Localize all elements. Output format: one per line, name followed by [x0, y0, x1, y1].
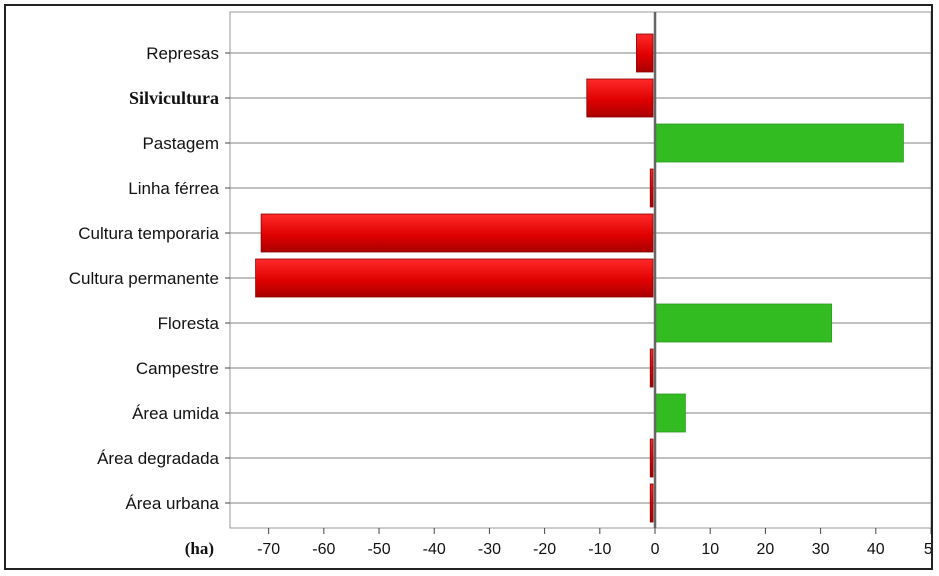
- x-tick-label: 5(: [924, 541, 931, 558]
- bar-chart: Represas Silvicultura Pastagem Linha férrea…: [69, 11, 931, 558]
- bar: [649, 483, 654, 523]
- bar: [654, 303, 833, 343]
- category-label: Silvicultura: [129, 88, 219, 108]
- x-tick-label: 40: [867, 541, 885, 558]
- category-label: Área umida: [132, 404, 219, 423]
- category-label: Cultura temporaria: [78, 224, 219, 243]
- bars: [255, 33, 904, 523]
- category-labels: Represas Silvicultura Pastagem Linha férrea…: [69, 44, 220, 513]
- x-tick-label: -50: [367, 541, 390, 558]
- category-label: Linha férrea: [128, 179, 219, 198]
- category-label: Pastagem: [142, 134, 219, 153]
- x-tick-label: 0: [651, 541, 660, 558]
- bar: [636, 33, 654, 73]
- x-tick-label: -70: [257, 541, 280, 558]
- bar: [654, 123, 904, 163]
- bar: [260, 213, 654, 253]
- tick-labels: -70 -60 -50 -40 -30 -20 -10 0 10 20 30 40 5(: [257, 541, 931, 558]
- x-tick-label: 10: [701, 541, 719, 558]
- x-tick-label: -10: [588, 541, 611, 558]
- category-label: Área degradada: [97, 449, 219, 468]
- x-tick-label: 20: [757, 541, 775, 558]
- bar: [649, 348, 654, 388]
- x-tick-label: 30: [812, 541, 830, 558]
- x-tick-label: -60: [312, 541, 335, 558]
- bar: [255, 258, 654, 298]
- chart-frame: Represas Silvicultura Pastagem Linha férrea…: [4, 4, 933, 570]
- bar: [586, 78, 654, 118]
- unit-label: (ha): [185, 539, 214, 558]
- category-label: Floresta: [158, 314, 220, 333]
- x-tick-label: -30: [478, 541, 501, 558]
- axes: [225, 12, 931, 534]
- bar: [654, 393, 686, 433]
- x-tick-label: -20: [533, 541, 556, 558]
- bar: [649, 438, 654, 478]
- category-label: Cultura permanente: [69, 269, 219, 288]
- plot-area: [229, 11, 931, 529]
- x-tick-label: -40: [423, 541, 446, 558]
- category-label: Represas: [146, 44, 219, 63]
- bar: [649, 168, 654, 208]
- category-label: Campestre: [136, 359, 219, 378]
- category-label: Área urbana: [125, 494, 219, 513]
